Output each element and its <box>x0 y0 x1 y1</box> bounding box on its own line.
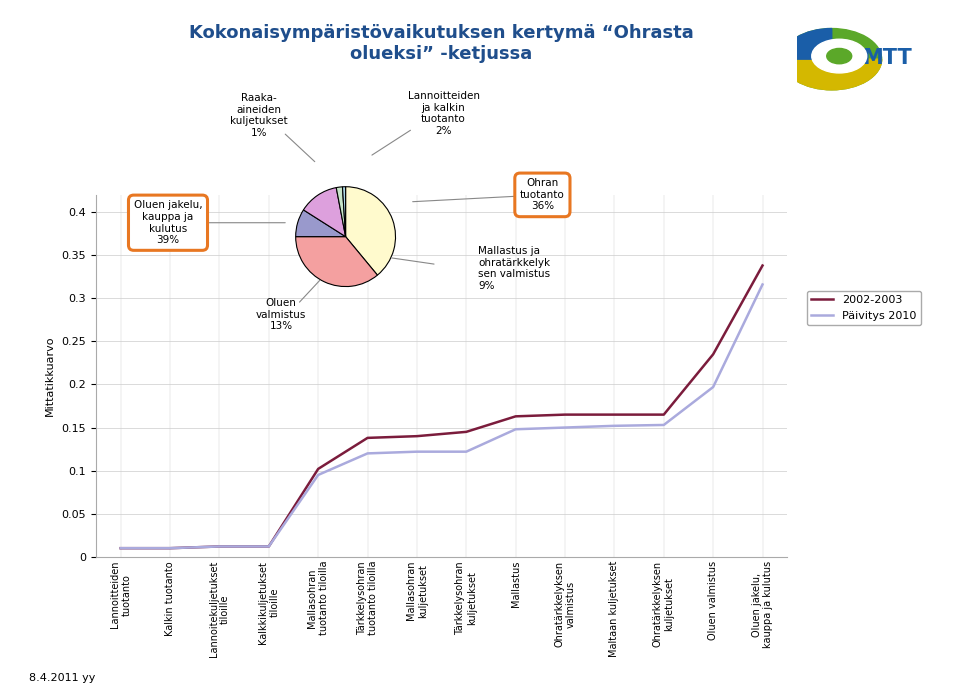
2002-2003 <box>510 412 521 420</box>
2002-2003 <box>708 350 719 358</box>
2002-2003 <box>461 427 472 436</box>
2002-2003 <box>411 432 422 441</box>
Text: Kokonaisympäristövaikutuksen kertymä “Ohrasta: Kokonaisympäristövaikutuksen kertymä “Oh… <box>189 24 694 42</box>
Päivitys 2010 <box>164 544 176 553</box>
Text: Lannoitteiden
ja kalkin
tuotanto
2%: Lannoitteiden ja kalkin tuotanto 2% <box>408 91 480 136</box>
Line: Päivitys 2010: Päivitys 2010 <box>121 285 762 548</box>
Päivitys 2010 <box>263 542 275 551</box>
Päivitys 2010 <box>411 448 422 456</box>
2002-2003 <box>214 542 226 551</box>
Legend: 2002-2003, Päivitys 2010: 2002-2003, Päivitys 2010 <box>806 291 921 325</box>
2002-2003 <box>658 411 669 419</box>
2002-2003 <box>115 544 127 553</box>
Päivitys 2010 <box>708 383 719 391</box>
2002-2003 <box>756 262 768 270</box>
Päivitys 2010 <box>658 421 669 429</box>
Wedge shape <box>781 59 881 90</box>
Wedge shape <box>781 29 831 59</box>
Line: 2002-2003: 2002-2003 <box>121 266 762 548</box>
Päivitys 2010 <box>312 470 324 479</box>
2002-2003 <box>263 542 275 551</box>
Päivitys 2010 <box>461 448 472 456</box>
Wedge shape <box>343 187 346 237</box>
Text: Oluen jakelu,
kauppa ja
kulutus
39%: Oluen jakelu, kauppa ja kulutus 39% <box>133 200 203 245</box>
2002-2003 <box>164 544 176 553</box>
Wedge shape <box>346 187 396 275</box>
Päivitys 2010 <box>115 544 127 553</box>
Wedge shape <box>296 210 346 237</box>
2002-2003 <box>609 411 620 419</box>
Wedge shape <box>303 188 346 237</box>
Text: Raaka-
aineiden
kuljetukset
1%: Raaka- aineiden kuljetukset 1% <box>230 93 288 138</box>
Päivitys 2010 <box>756 280 768 289</box>
Text: MTT: MTT <box>862 47 912 68</box>
Päivitys 2010 <box>510 425 521 434</box>
Circle shape <box>812 39 867 73</box>
Text: Mallastus ja
ohratärkkelyk
sen valmistus
9%: Mallastus ja ohratärkkelyk sen valmistus… <box>478 246 550 291</box>
Wedge shape <box>336 187 346 237</box>
Text: Oluen
valmistus
13%: Oluen valmistus 13% <box>256 298 306 331</box>
Y-axis label: Mittatikkuarvo: Mittatikkuarvo <box>44 335 55 416</box>
Päivitys 2010 <box>362 449 373 457</box>
Circle shape <box>827 49 852 64</box>
Päivitys 2010 <box>560 423 571 432</box>
Text: Ohran
tuotanto
36%: Ohran tuotanto 36% <box>520 178 564 212</box>
Circle shape <box>781 29 881 90</box>
2002-2003 <box>312 465 324 473</box>
2002-2003 <box>560 411 571 419</box>
Wedge shape <box>296 237 377 287</box>
Päivitys 2010 <box>214 542 226 551</box>
Text: 8.4.2011 yy: 8.4.2011 yy <box>29 673 95 683</box>
Päivitys 2010 <box>609 422 620 430</box>
2002-2003 <box>362 434 373 442</box>
Text: olueksi” -ketjussa: olueksi” -ketjussa <box>350 45 533 63</box>
